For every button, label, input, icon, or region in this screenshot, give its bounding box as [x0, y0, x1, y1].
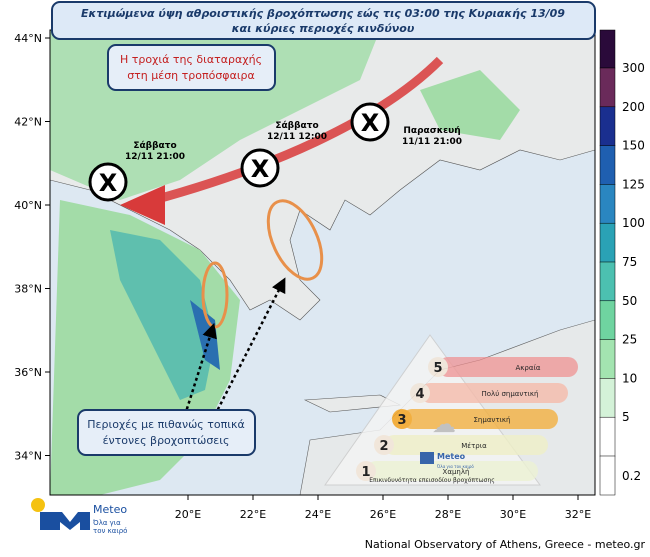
areas-note: Περιοχές με πιθανώς τοπικά [87, 418, 244, 431]
colorbar-segment [599, 455, 616, 496]
position-time: 12/11 21:00 [125, 152, 185, 162]
risk-caption: Επικινδυνότητα επεισοδίου βροχόπτωσης [369, 477, 495, 484]
colorbar-segment [599, 145, 616, 185]
lon-label: 22°E [240, 508, 266, 521]
risk-band [402, 409, 558, 429]
colorbar-segment [599, 222, 616, 263]
lat-label: 42°N [14, 116, 42, 129]
risk-badge [428, 357, 448, 377]
colorbar-segment [599, 184, 616, 224]
position-time: 11/11 21:00 [402, 137, 462, 147]
risk-band [438, 357, 578, 377]
trajectory-note: στη μέση τροπόσφαιρα [127, 69, 255, 82]
lon-label: 24°E [305, 508, 331, 521]
logo-tagline: τον καιρό [93, 527, 127, 535]
risk-logo: Meteo [437, 452, 466, 461]
risk-band [366, 461, 538, 481]
lon-label: 28°E [435, 508, 461, 521]
colorbar-label: 125 [622, 177, 645, 191]
title: και κύριες περιοχές κινδύνου [232, 22, 415, 35]
colorbar-label: 200 [622, 100, 645, 114]
colorbar-label: 0.2 [622, 469, 641, 483]
lat-label: 36°N [14, 366, 42, 379]
colorbar-label: 25 [622, 333, 637, 347]
position-day: Σάββατο [133, 141, 176, 151]
lat-label: 38°N [14, 283, 42, 296]
footer: National Observatory of Athens, Greece -… [365, 538, 646, 551]
svg-text:X: X [251, 155, 270, 183]
areas-note: έντονες βροχοπτώσεις [103, 434, 230, 447]
position-day: Παρασκευή [403, 126, 460, 136]
risk-label: Πολύ σημαντική [482, 390, 539, 398]
risk-label: Σημαντική [474, 416, 511, 424]
risk-label: Χαμηλή [443, 468, 470, 476]
colorbar-segment [599, 67, 616, 108]
svg-text:☁: ☁ [432, 410, 456, 438]
risk-num: 5 [433, 361, 442, 376]
svg-text:X: X [361, 109, 380, 137]
risk-num: 4 [415, 387, 424, 402]
logo-name: Meteo [93, 503, 127, 516]
colorbar-segment [599, 416, 616, 457]
risk-num: 1 [361, 465, 370, 480]
colorbar-label: 10 [622, 371, 637, 385]
lat-label: 44°N [14, 32, 42, 45]
lat-label: 40°N [14, 199, 42, 212]
lon-label: 30°E [500, 508, 526, 521]
colorbar-segment [599, 339, 616, 379]
colorbar-label: 300 [622, 61, 645, 75]
risk-logo-tag: Όλα για τον καιρό [436, 464, 474, 469]
svg-text:X: X [99, 169, 118, 197]
colorbar-segment [599, 106, 616, 147]
lat-label: 34°N [14, 450, 42, 463]
risk-band [384, 435, 548, 455]
risk-scale: 5 Ακραία 4 Πολύ σημαντική 3 Σημαντική 2 Μέτρια 1… [324, 334, 578, 486]
risk-label: Μέτρια [461, 442, 487, 450]
lon-label: 32°E [565, 508, 591, 521]
risk-badge [410, 383, 430, 403]
risk-badge [356, 461, 376, 481]
colorbar-top [599, 29, 616, 69]
colorbar-segment [599, 378, 616, 418]
colorbar-segment [599, 261, 616, 302]
colorbar-label: 150 [622, 139, 645, 153]
title: Εκτιμώμενα ύψη αθροιστικής βροχόπτωσης ε… [81, 7, 565, 20]
risk-band [420, 383, 568, 403]
trajectory-note: Η τροχιά της διαταραχής [120, 53, 262, 66]
lon-label: 20°E [175, 508, 201, 521]
risk-label: Ακραία [516, 364, 541, 372]
risk-num: 3 [397, 413, 406, 428]
logo-tagline: Όλα για [92, 519, 121, 527]
risk-num: 2 [379, 439, 388, 454]
colorbar-label: 75 [622, 255, 637, 269]
colorbar-label: 5 [622, 410, 630, 424]
position-day: Σάββατο [275, 121, 318, 131]
colorbar-label: 100 [622, 216, 645, 230]
risk-badge [392, 409, 412, 429]
lon-label: 26°E [370, 508, 396, 521]
colorbar-segment [599, 300, 616, 341]
risk-badge [374, 435, 394, 455]
colorbar-label: 50 [622, 294, 637, 308]
position-time: 12/11 12:00 [267, 132, 327, 142]
